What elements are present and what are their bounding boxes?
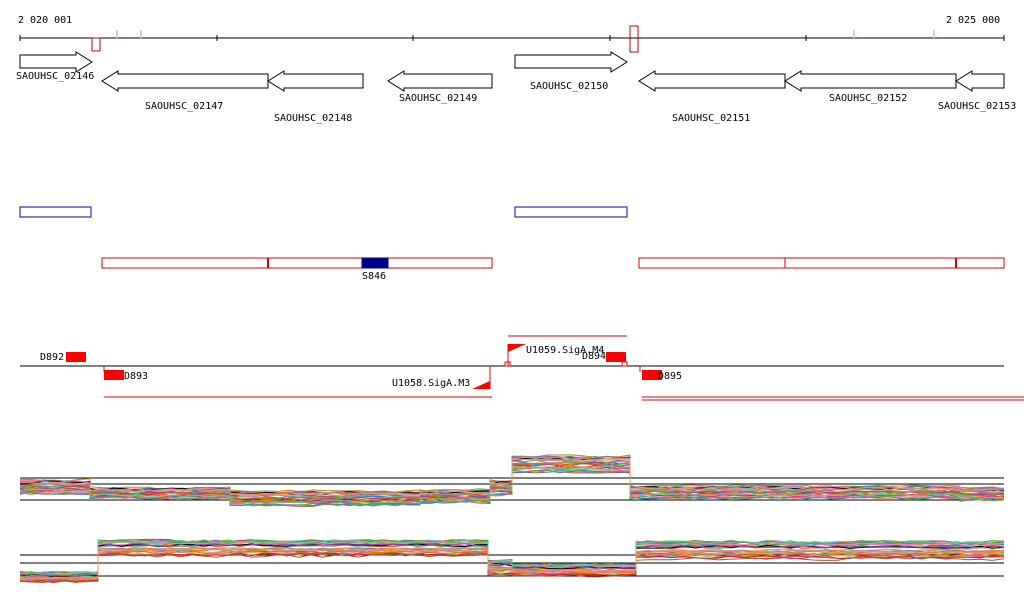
expression-trace: [19, 539, 1005, 575]
gene-arrow[interactable]: [514, 51, 628, 73]
red-block[interactable]: [638, 257, 1005, 269]
red-block-track: S846: [101, 257, 1005, 282]
expression-trace: [19, 465, 1005, 504]
gene-label: SAOUHSC_02152: [829, 93, 907, 104]
promoter-flag[interactable]: [508, 344, 526, 352]
transcription-track: D892 D893 D894 D895 U1058.SigA.M3 U1059.…: [20, 335, 1024, 401]
gene-arrow[interactable]: [638, 70, 786, 92]
ruler-ticks: [19, 35, 1005, 41]
gene-label: SAOUHSC_02153: [938, 101, 1016, 112]
gene-arrow[interactable]: [19, 51, 93, 73]
transcription-unit-label: D894: [582, 351, 606, 362]
ruler-start-label: 2 020 001: [18, 15, 72, 26]
gene-arrow[interactable]: [267, 70, 364, 92]
gene-track: [19, 51, 1005, 92]
ruler-marks: [116, 30, 935, 38]
transcription-unit-mark[interactable]: [642, 370, 662, 380]
expression-trace: [19, 547, 1005, 580]
gene-label: SAOUHSC_02148: [274, 113, 352, 124]
expression-trace: [19, 469, 1005, 507]
gene-label: SAOUHSC_02147: [145, 101, 223, 112]
transcription-unit-mark[interactable]: [606, 352, 626, 362]
expression-trace: [19, 552, 1005, 584]
transcription-unit-label: D895: [658, 371, 682, 382]
expression-trace: [19, 547, 1004, 580]
expression-trace: [19, 541, 1005, 575]
ruler-highlight-box[interactable]: [629, 25, 639, 53]
blue-feature-box[interactable]: [19, 206, 92, 218]
transcription-unit-label: D893: [124, 371, 148, 382]
gene-label: SAOUHSC_02146: [16, 71, 94, 82]
gene-arrow[interactable]: [955, 70, 1005, 92]
expression-trace: [19, 464, 1005, 503]
gene-label: SAOUHSC_02150: [530, 81, 608, 92]
transcription-unit-label: D892: [40, 352, 64, 363]
position-ruler: 2 020 001 2 025 000: [18, 15, 1005, 53]
transcription-unit-mark[interactable]: [66, 352, 86, 362]
expression-trace: [19, 553, 1005, 584]
gene-labels: SAOUHSC_02146 SAOUHSC_02147 SAOUHSC_0214…: [16, 71, 1016, 124]
ruler-highlight-box[interactable]: [91, 37, 101, 52]
gene-arrow[interactable]: [387, 70, 493, 92]
expression-trace: [19, 456, 1005, 496]
expression-trace: [19, 550, 1005, 582]
gene-arrow[interactable]: [101, 70, 269, 92]
red-block[interactable]: [101, 257, 493, 269]
gene-label: SAOUHSC_02149: [399, 93, 477, 104]
gene-arrow[interactable]: [784, 70, 957, 92]
promoter-label: U1059.SigA.M4: [526, 345, 604, 356]
expression-trace: [19, 459, 1005, 498]
expression-profile-forward: [19, 454, 1005, 507]
expression-trace: [20, 462, 1005, 501]
promoter-label: U1058.SigA.M3: [392, 378, 470, 389]
promoter-flag[interactable]: [472, 381, 490, 389]
expression-trace: [19, 458, 1005, 496]
ruler-end-label: 2 025 000: [946, 15, 1000, 26]
transcription-unit-mark[interactable]: [104, 370, 124, 380]
expression-profile-reverse: [19, 538, 1005, 584]
expression-trace: [19, 543, 1005, 578]
feature-mark[interactable]: [361, 257, 389, 269]
blue-feature-box[interactable]: [514, 206, 628, 218]
blue-feature-track: [19, 206, 628, 218]
feature-label: S846: [362, 271, 386, 282]
gene-label: SAOUHSC_02151: [672, 113, 750, 124]
